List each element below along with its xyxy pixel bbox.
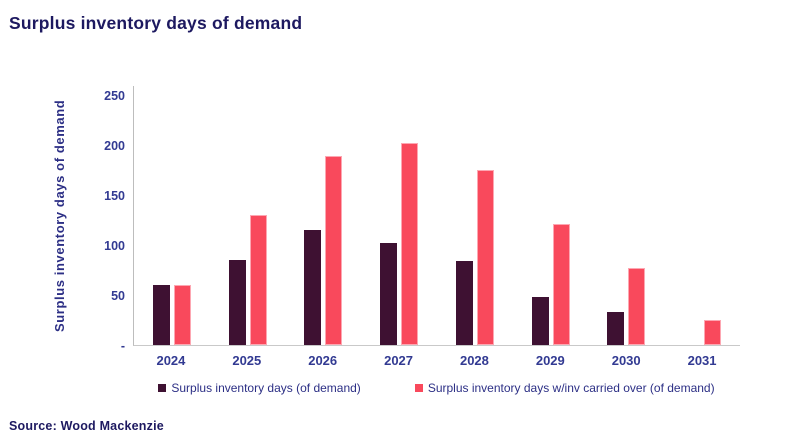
y-axis-title: Surplus inventory days of demand — [52, 99, 67, 333]
bar-series2-2030 — [628, 268, 646, 345]
legend-item-series2: Surplus inventory days w/inv carried ove… — [414, 381, 715, 395]
x-label-2031: 2031 — [687, 353, 717, 368]
legend-marker-icon — [414, 384, 423, 392]
source-text: Source: Wood Mackenzie — [9, 419, 164, 433]
y-axis-ticks: 250 200 150 100 50 - — [88, 89, 125, 353]
bar-group-2024 — [134, 96, 210, 345]
legend-item-series1: Surplus inventory days (of demand) — [158, 381, 361, 395]
bar-series1-2025 — [228, 260, 246, 345]
x-label-2024: 2024 — [156, 353, 186, 368]
bar-group-2027 — [361, 96, 437, 345]
bar-series2-2031 — [704, 320, 722, 345]
bar-series2-2029 — [552, 223, 570, 345]
bar-series1-2026 — [304, 230, 322, 345]
x-label-2025: 2025 — [232, 353, 262, 368]
x-label-2026: 2026 — [308, 353, 338, 368]
y-tick-label: - — [120, 339, 125, 353]
legend-label: Surplus inventory days w/inv carried ove… — [427, 381, 715, 395]
chart-title: Surplus inventory days of demand — [9, 13, 303, 33]
legend-label: Surplus inventory days (of demand) — [171, 381, 361, 395]
bar-group-2026 — [286, 96, 362, 345]
x-label-2028: 2028 — [459, 353, 489, 368]
x-label-2030: 2030 — [611, 353, 641, 368]
bar-group-2025 — [210, 96, 286, 345]
bar-series2-2026 — [325, 155, 343, 345]
bar-group-2031 — [664, 96, 740, 345]
y-tick-label: 200 — [104, 139, 125, 153]
bar-series2-2028 — [476, 169, 494, 345]
y-tick-label: 250 — [104, 89, 125, 103]
bar-series1-2028 — [455, 261, 473, 345]
bar-series2-2024 — [173, 285, 191, 345]
bar-groups — [134, 96, 740, 345]
bar-series2-2025 — [249, 214, 267, 345]
y-tick-label: 100 — [104, 239, 125, 253]
bar-series1-2030 — [607, 312, 625, 345]
y-tick-label: 50 — [111, 289, 125, 303]
bar-group-2028 — [437, 96, 513, 345]
plot-area — [132, 86, 740, 346]
bar-group-2030 — [589, 96, 665, 345]
bar-series1-2027 — [380, 243, 398, 345]
x-label-2029: 2029 — [535, 353, 565, 368]
y-tick-label: 150 — [104, 189, 125, 203]
bar-group-2029 — [513, 96, 589, 345]
x-label-2027: 2027 — [384, 353, 414, 368]
legend: Surplus inventory days (of demand) Surplu… — [133, 381, 740, 395]
bar-series1-2024 — [152, 285, 170, 345]
x-axis-labels: 2024 2025 2026 2027 2028 2029 2030 2031 — [133, 353, 740, 368]
bar-series2-2027 — [401, 142, 419, 345]
bar-series1-2029 — [531, 297, 549, 345]
legend-marker-icon — [158, 384, 167, 392]
